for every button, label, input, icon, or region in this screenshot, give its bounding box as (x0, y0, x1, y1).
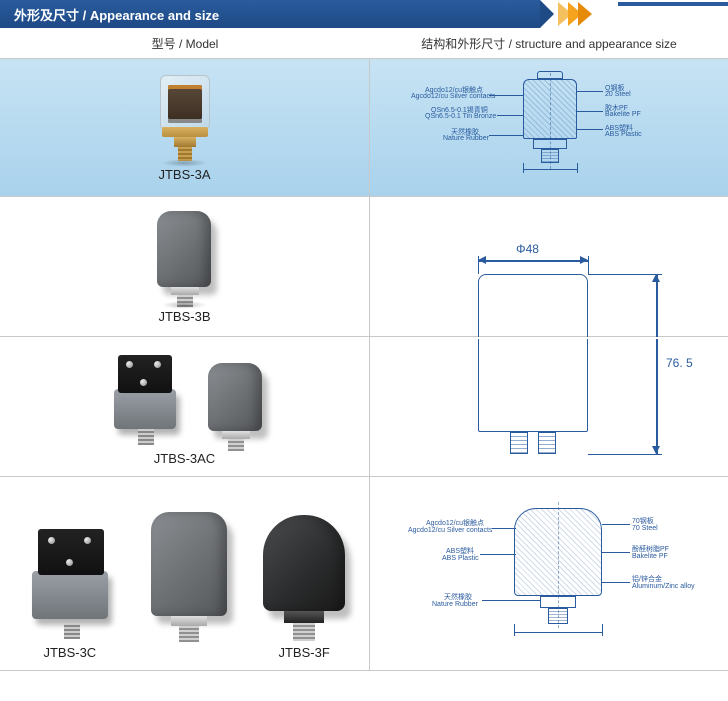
callout: Bakelite PF (632, 553, 668, 560)
column-headers: 型号 / Model 结构和外形尺寸 / structure and appea… (0, 28, 728, 58)
callout: Aluminum/Zinc alloy (632, 583, 695, 590)
table-row: JTBS-3C JTBS-3F Agcdo (0, 477, 728, 671)
product-image-3b (157, 211, 213, 307)
callout: Nature Rubber (432, 601, 478, 608)
dimension-diameter: Φ48 (516, 242, 539, 256)
model-label: JTBS-3A (158, 167, 210, 182)
col-header-model: 型号 / Model (0, 35, 370, 52)
product-3f: JTBS-3F (263, 515, 345, 660)
model-label: JTBS-3F (278, 645, 329, 660)
callout: Nature Rubber (443, 135, 489, 142)
product-image-3a (156, 75, 214, 165)
model-cell: JTBS-3A (0, 59, 370, 196)
header-title: 外形及尺寸 / Appearance and size (14, 5, 219, 24)
model-cell: JTBS-3AC (0, 337, 370, 476)
pressure-switch-open (106, 349, 184, 449)
table-row: JTBS-3A Agcdo12/cu银触点 Agcdo12/cu Silver … (0, 59, 728, 197)
model-label: JTBS-3AC (154, 451, 215, 466)
section-header: 外形及尺寸 / Appearance and size (0, 0, 728, 28)
chevron-decor (558, 0, 588, 28)
model-label: JTBS-3C (43, 645, 96, 660)
model-cell: JTBS-3B (0, 197, 370, 336)
structure-cell: Agcdo12/cu银触点 Agcdo12/cu Silver contacts… (370, 59, 728, 196)
merge-mask (371, 337, 727, 339)
structure-diagram-3c: Agcdo12/cu银触点 Agcdo12/cu Silver contacts… (384, 494, 714, 654)
product-3c-open: JTBS-3C (24, 523, 116, 660)
structure-cell: Agcdo12/cu银触点 Agcdo12/cu Silver contacts… (370, 477, 728, 670)
callout: Agcdo12/cu Silver contacts (411, 93, 495, 100)
structure-diagram-3a: Agcdo12/cu银触点 Agcdo12/cu Silver contacts… (389, 73, 709, 183)
product-image-3ac (106, 349, 264, 449)
callout: QSn6.5-0.1 Tin Bronze (425, 113, 496, 120)
pressure-switch-clear (156, 75, 214, 165)
dimension-diagram-3b: Φ48 76. 5 (398, 226, 708, 486)
dimension-height: 76. 5 (666, 356, 693, 370)
callout: ABS Plastic (442, 555, 479, 562)
pressure-switch-gray (208, 363, 264, 449)
model-label: JTBS-3B (158, 309, 210, 324)
callout: 20 Steel (605, 91, 631, 98)
col-header-structure: 结构和外形尺寸 / structure and appearance size (370, 35, 728, 52)
callout: ABS Plastic (605, 131, 642, 138)
callout: Agcdo12/cu Silver contacts (408, 527, 492, 534)
product-3c-cap (151, 512, 227, 660)
pressure-switch-gray (157, 211, 213, 307)
header-rule (618, 2, 728, 6)
model-cell: JTBS-3C JTBS-3F (0, 477, 370, 670)
callout: Bakelite PF (605, 111, 641, 118)
header-title-bar: 外形及尺寸 / Appearance and size (0, 0, 540, 28)
callout: 70 Steel (632, 525, 658, 532)
